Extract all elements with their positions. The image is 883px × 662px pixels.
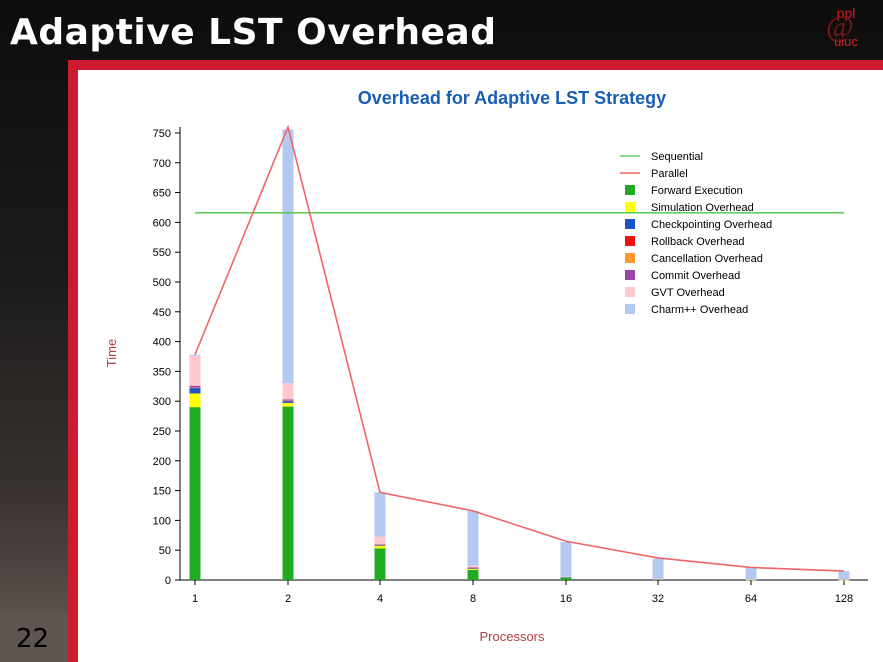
chart: Overhead for Adaptive LST Strategy Time … <box>104 88 868 644</box>
bar-segment <box>189 387 201 389</box>
x-axis-label: Processors <box>479 629 545 644</box>
bar-segment <box>467 565 479 568</box>
bar-segment <box>189 407 201 580</box>
legend-swatch <box>625 219 635 229</box>
y-tick-label: 550 <box>153 247 171 259</box>
bar-segment <box>467 569 479 580</box>
legend: Sequential Parallel Forward Execution Simul… <box>620 151 772 316</box>
slide-number: 22 <box>16 624 50 654</box>
bar-segment <box>745 568 757 580</box>
logo-at-symbol: @ <box>826 10 854 43</box>
bar-segment <box>374 544 386 546</box>
legend-swatch <box>625 287 635 297</box>
chart-title: Overhead for Adaptive LST Strategy <box>358 88 666 108</box>
bar-segment <box>282 402 294 407</box>
bar-segment <box>189 388 201 394</box>
y-tick-label: 700 <box>153 158 171 170</box>
y-tick-label: 450 <box>153 307 171 319</box>
legend-label: Parallel <box>651 168 688 180</box>
x-tick-label: 16 <box>560 593 572 605</box>
bar-segment <box>652 558 664 579</box>
bar-segment <box>560 577 572 580</box>
legend-swatch <box>625 270 635 280</box>
legend-label: Charm++ Overhead <box>651 304 748 316</box>
bar-segment <box>282 401 294 403</box>
bar-segment <box>282 400 294 402</box>
y-tick-label: 50 <box>159 545 171 557</box>
axes: 0 50 100 150 200 250 300 350 400 450 500 550 600 650 7… <box>153 127 868 605</box>
bar-segment <box>189 393 201 408</box>
slide-title: Adaptive LST Overhead <box>10 12 497 53</box>
bar-segment <box>374 548 386 580</box>
y-tick-label: 350 <box>153 366 171 378</box>
legend-label: Simulation Overhead <box>651 202 754 214</box>
legend-label: Commit Overhead <box>651 270 740 282</box>
legend-swatch <box>625 304 635 314</box>
x-tick-label: 128 <box>835 593 853 605</box>
lines <box>194 124 845 572</box>
legend-swatch <box>625 185 635 195</box>
y-tick-label: 500 <box>153 277 171 289</box>
slide-number-background <box>0 612 68 662</box>
bar-segment <box>374 546 386 549</box>
legend-swatch <box>625 253 635 263</box>
bar-segment <box>189 385 201 388</box>
y-tick-label: 400 <box>153 337 171 349</box>
logo-text-bottom: uiuc <box>834 34 858 49</box>
legend-label: Rollback Overhead <box>651 236 745 248</box>
bar-segment <box>560 542 572 577</box>
bar-segment <box>467 510 479 566</box>
legend-label: Checkpointing Overhead <box>651 219 772 231</box>
bar-segment <box>374 492 386 537</box>
y-axis-label: Time <box>104 339 119 367</box>
bar-segment <box>560 577 572 578</box>
bar-segment <box>282 129 294 384</box>
y-tick-label: 100 <box>153 515 171 527</box>
y-tick-label: 0 <box>165 575 171 587</box>
bar-segment <box>282 406 294 580</box>
y-tick-label: 200 <box>153 456 171 468</box>
bar-segment <box>560 576 572 578</box>
x-tick-label: 64 <box>745 593 757 605</box>
y-tick-label: 600 <box>153 217 171 229</box>
bar-segment <box>467 567 479 569</box>
x-tick-label: 4 <box>377 593 383 605</box>
bar-segment <box>467 568 479 570</box>
legend-label: Forward Execution <box>651 185 743 197</box>
bar-segment <box>745 579 757 580</box>
bar-segment <box>374 536 386 545</box>
y-tick-label: 650 <box>153 188 171 200</box>
y-tick-label: 300 <box>153 396 171 408</box>
legend-label: Cancellation Overhead <box>651 253 763 265</box>
y-tick-label: 150 <box>153 486 171 498</box>
bar-segment <box>282 383 294 400</box>
bar-segment <box>652 578 664 580</box>
y-tick-label: 250 <box>153 426 171 438</box>
bar-segment <box>838 579 850 581</box>
legend-label: Sequential <box>651 151 703 163</box>
bar-segment <box>838 571 850 580</box>
series-line <box>194 124 845 572</box>
x-tick-label: 32 <box>652 593 664 605</box>
bar-segment <box>374 544 386 545</box>
bars <box>189 129 850 581</box>
chart-panel: Overhead for Adaptive LST Strategy Time … <box>78 70 883 662</box>
x-tick-label: 1 <box>192 593 198 605</box>
bar-segment <box>467 568 479 569</box>
ppl-logo: ppl @ uiuc <box>826 5 858 49</box>
y-tick-label: 750 <box>153 128 171 140</box>
bar-segment <box>189 354 201 356</box>
legend-swatch <box>625 202 635 212</box>
bar-segment <box>189 355 201 386</box>
bar-segment <box>374 545 386 547</box>
x-tick-label: 8 <box>470 593 476 605</box>
legend-swatch <box>625 236 635 246</box>
legend-label: GVT Overhead <box>651 287 725 299</box>
x-tick-label: 2 <box>285 593 291 605</box>
logo-text-top: ppl <box>837 5 856 21</box>
bar-segment <box>282 399 294 401</box>
